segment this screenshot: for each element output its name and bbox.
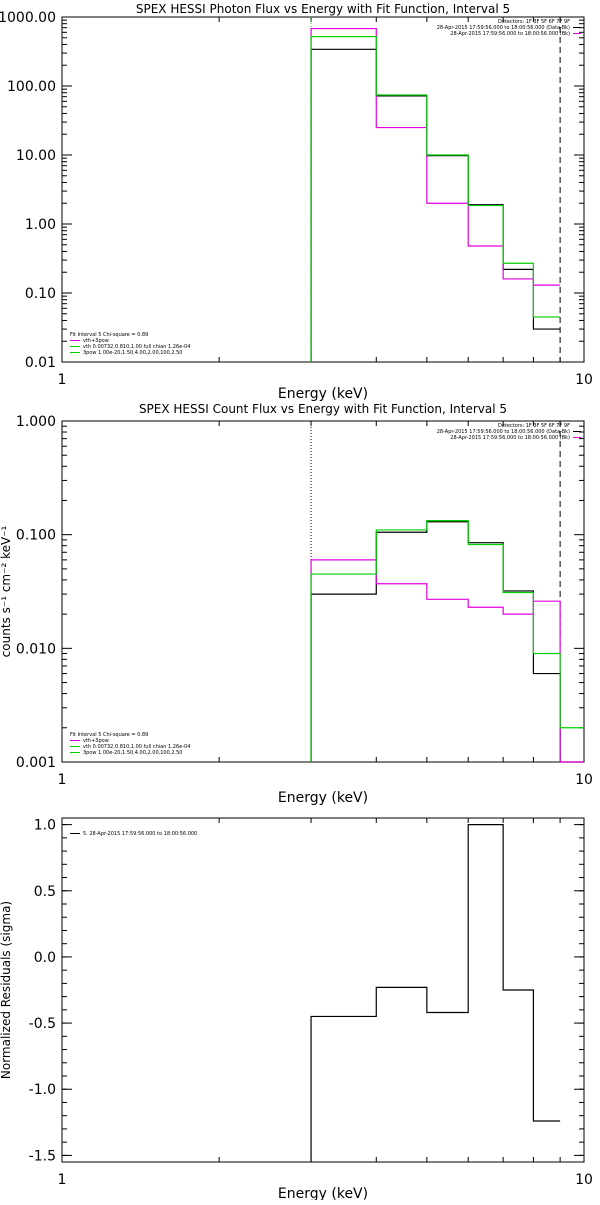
legend-right-entry: 28-Apr-2015 17:59:56.000 to 18:00:56.000…	[450, 31, 570, 37]
chart-title: SPEX HESSI Photon Flux vs Energy with Fi…	[136, 2, 510, 16]
plot-frame	[61, 16, 585, 363]
legend-right-entry: 28-Apr-2015 17:59:56.000 to 18:00:56.000…	[437, 25, 570, 31]
series-black-histogram	[310, 521, 584, 763]
series-black-histogram	[310, 48, 561, 362]
plot-frame	[61, 817, 585, 1163]
legend-right-entry: 28-Apr-2015 17:59:56.000 to 18:00:56.000…	[450, 435, 570, 441]
x-axis-label: Energy (keV)	[278, 1186, 368, 1200]
plot-frame	[61, 420, 585, 763]
series-magenta-histogram	[310, 27, 561, 362]
legend-left-entry: vth+3pow	[83, 738, 109, 744]
series-green-histogram	[310, 35, 561, 362]
y-tick-label: 0.001	[16, 755, 56, 771]
y-tick-label: 100.00	[7, 79, 56, 95]
y-tick-label: 0.01	[25, 355, 56, 371]
legend-right-entry: 28-Apr-2015 17:59:56.000 to 18:00:56.000…	[437, 429, 570, 435]
y-tick-label: 1000.00	[0, 10, 56, 26]
y-tick-label: 0.5	[34, 884, 56, 900]
y-tick-label: -1.5	[29, 1148, 56, 1164]
y-tick-label: 0.10	[25, 286, 56, 302]
legend-right-entry: Detectors: 1F 3F 5F 6F 7F 9F	[498, 423, 570, 429]
x-tick-label: 10	[575, 372, 593, 388]
y-tick-label: 10.00	[16, 148, 56, 164]
legend-left-entry: 3pow 1.00e-20,1.50,4.00,2.00,100,2.50	[83, 350, 183, 356]
y-tick-label: -1.0	[29, 1082, 56, 1098]
y-tick-label: 0.100	[16, 528, 56, 544]
legend-right-entry: Detectors: 1F 3F 5F 6F 7F 9F	[498, 19, 570, 25]
x-axis-label: Energy (keV)	[278, 790, 368, 806]
x-axis-label: Energy (keV)	[278, 386, 368, 402]
x-tick-label: 1	[58, 772, 67, 788]
series-black-histogram	[310, 824, 561, 1162]
series-green-histogram	[310, 519, 584, 762]
chart-title: SPEX HESSI Count Flux vs Energy with Fit…	[139, 402, 507, 416]
y-tick-label: 0.010	[16, 641, 56, 657]
y-tick-label: 1.00	[25, 217, 56, 233]
y-tick-label: 1.000	[16, 414, 56, 430]
y-tick-label: 0.0	[34, 950, 56, 966]
legend-left-entry: vth+3pow	[83, 338, 109, 344]
y-axis-label: Normalized Residuals (sigma)	[0, 901, 13, 1079]
x-tick-label: 10	[575, 772, 593, 788]
y-tick-label: -0.5	[29, 1016, 56, 1032]
x-tick-label: 1	[58, 1172, 67, 1188]
legend-left-entry: vth 0.00732,0.810,1.00 full chian 1.26e-…	[83, 344, 190, 350]
legend-left-entry: Fit Interval 5 Chi-square = 0.89	[70, 332, 148, 338]
legend-left-entry: 3pow 1.00e-20,1.50,4.00,2.00,100,2.50	[83, 750, 183, 756]
x-tick-label: 1	[58, 372, 67, 388]
y-tick-label: 1.0	[34, 818, 56, 834]
legend-left-entry: 5. 28-Apr-2015 17:59:56.000 to 18:00:56.…	[83, 831, 197, 837]
legend-left-entry: vth 0.00732,0.810,1.00 full chian 1.26e-…	[83, 744, 190, 750]
series-magenta-histogram	[310, 559, 584, 763]
y-axis-label: counts s⁻¹ cm⁻² keV⁻¹	[0, 525, 13, 657]
x-tick-label: 10	[575, 1172, 593, 1188]
legend-left-entry: Fit Interval 5 Chi-square = 0.89	[70, 732, 148, 738]
